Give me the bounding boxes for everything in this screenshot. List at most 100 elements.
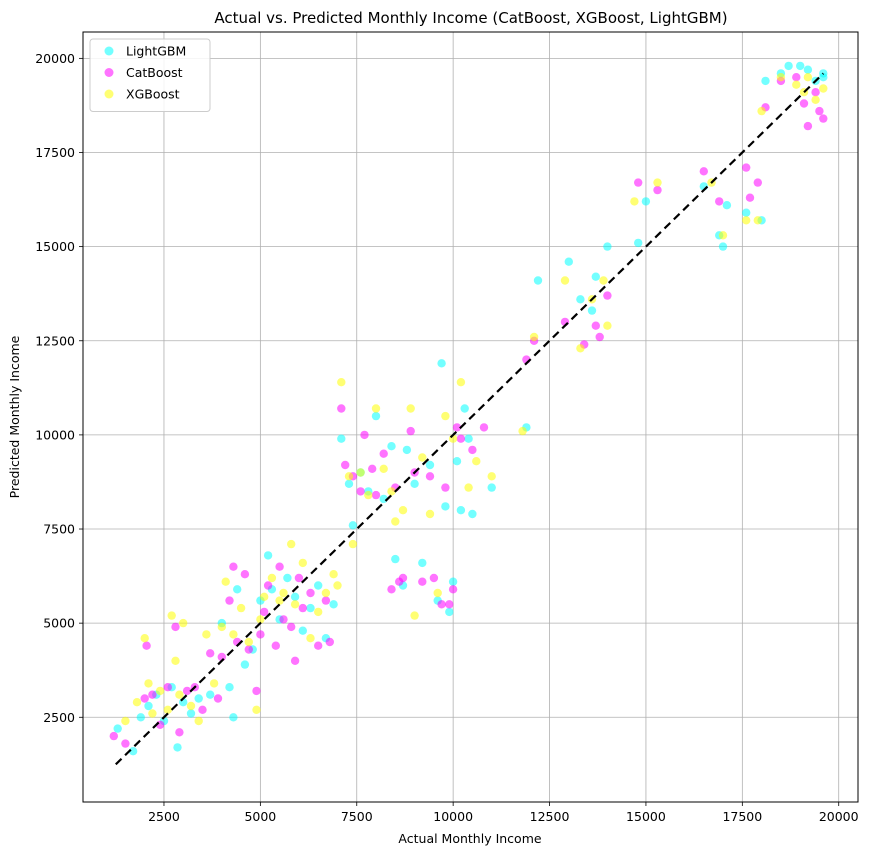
data-point (803, 65, 813, 74)
data-point (240, 660, 250, 669)
data-point (445, 600, 454, 609)
data-point (529, 332, 539, 342)
x-tick-label: 7500 (341, 809, 373, 824)
data-point (306, 588, 315, 598)
data-point (464, 434, 473, 443)
plot-frame (82, 31, 859, 803)
data-point (799, 99, 809, 108)
data-point (209, 679, 219, 688)
data-point (819, 114, 828, 123)
y-tick-label: 15000 (35, 239, 75, 254)
data-point (256, 630, 265, 639)
data-point (387, 487, 396, 496)
data-point (402, 445, 412, 455)
y-tick-label: 17500 (35, 145, 75, 160)
data-point (776, 73, 786, 82)
data-point (175, 690, 184, 699)
data-point (109, 731, 119, 741)
data-point (142, 641, 151, 650)
data-point (194, 694, 203, 703)
x-tick-label: 20000 (819, 809, 859, 824)
legend: LightGBM CatBoost XGBoost (89, 38, 211, 112)
data-point (796, 61, 805, 71)
axis-ticks: 2500 5000 7500 10000 12500 15000 17500 20000 250… (35, 51, 858, 824)
data-point (464, 483, 473, 492)
data-point (294, 573, 304, 583)
data-point (368, 464, 377, 473)
data-point (391, 554, 400, 564)
data-point (175, 728, 184, 737)
x-axis-label: Actual Monthly Income (398, 831, 541, 846)
ideal-prediction-line (115, 72, 825, 766)
data-point (576, 295, 585, 304)
y-tick-label: 10000 (35, 427, 75, 442)
x-tick-label: 15000 (626, 809, 666, 824)
data-point (263, 551, 273, 560)
data-point (406, 426, 415, 436)
series-xgboost (121, 73, 828, 726)
data-point (364, 490, 373, 500)
data-point (742, 163, 751, 172)
data-point (275, 596, 284, 605)
data-point (722, 201, 732, 210)
data-point (275, 562, 284, 571)
data-point (244, 637, 253, 647)
data-point (360, 430, 369, 440)
data-point (236, 603, 246, 613)
data-point (267, 573, 277, 583)
data-point (298, 603, 307, 613)
data-point (811, 95, 820, 105)
data-point (148, 709, 157, 718)
data-point (715, 197, 724, 206)
data-point (217, 622, 226, 632)
data-point (240, 570, 250, 579)
data-point (591, 321, 600, 330)
legend-box (89, 38, 211, 112)
data-point (699, 167, 708, 176)
data-point (472, 457, 481, 466)
data-point (252, 705, 261, 714)
data-point (329, 570, 338, 579)
data-point (348, 539, 358, 549)
data-point (283, 573, 292, 583)
data-point (348, 521, 358, 530)
data-point (244, 645, 253, 654)
data-point (603, 242, 612, 251)
data-point (314, 641, 323, 650)
data-point (260, 607, 269, 617)
data-point (186, 701, 196, 711)
data-point (603, 321, 612, 330)
data-point (587, 306, 597, 315)
data-point (634, 238, 643, 248)
data-point (163, 683, 172, 692)
data-point (121, 739, 130, 748)
data-point (487, 483, 496, 492)
legend-marker (104, 89, 114, 99)
data-point (591, 272, 600, 281)
data-point (287, 539, 296, 549)
data-point (653, 178, 662, 187)
data-point (653, 185, 662, 195)
data-point (379, 464, 388, 473)
data-point (371, 490, 381, 500)
data-point (398, 506, 408, 515)
data-point (595, 332, 604, 342)
data-point (784, 61, 793, 71)
data-point (410, 479, 419, 488)
x-tick-label: 2500 (148, 809, 180, 824)
data-point (425, 460, 435, 470)
data-point (306, 634, 315, 643)
data-point (256, 615, 265, 624)
data-point (221, 577, 230, 586)
data-point (792, 80, 801, 89)
y-tick-label: 12500 (35, 333, 75, 348)
data-point (329, 600, 338, 609)
y-tick-label: 7500 (43, 522, 75, 537)
data-point (448, 577, 458, 586)
grid (83, 32, 858, 802)
data-point (761, 76, 770, 86)
data-point (371, 404, 381, 413)
data-point (429, 573, 439, 583)
data-point (306, 603, 315, 613)
